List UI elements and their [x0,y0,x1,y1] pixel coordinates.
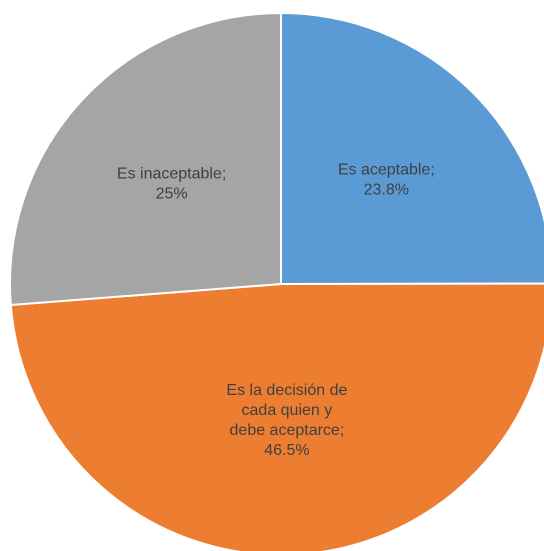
pie-slice [280,11,544,286]
label-line: Es inaceptable; [117,165,226,182]
label-line: Es la decisión de [226,382,347,399]
label-line: Es aceptable; [338,161,435,178]
value-label: 25% [156,185,188,202]
pie-slice [9,11,282,307]
label-line: debe aceptarce; [230,422,345,439]
pie-slice [9,282,544,551]
slice-label: Es la decisión de cada quien y debe acepta… [226,382,347,439]
slice-label: Es aceptable; [338,161,435,178]
value-label: 46.5% [264,442,309,459]
label-line: cada quien y [242,402,333,419]
value-label: 23.8% [364,181,409,198]
slice-label: Es inaceptable; [117,165,226,182]
